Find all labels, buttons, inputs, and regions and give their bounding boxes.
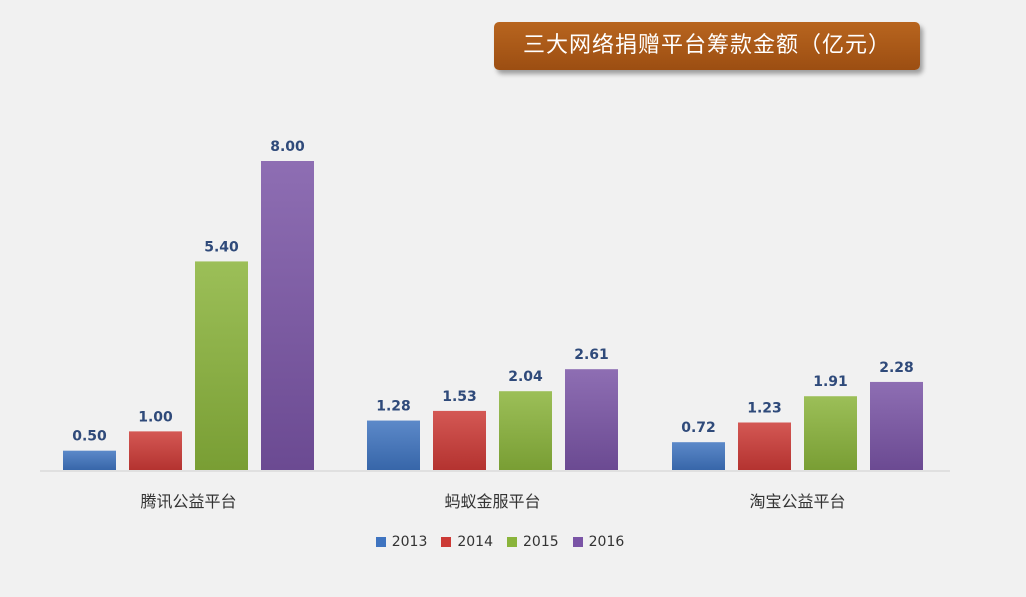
- bar-2013-1: [367, 420, 420, 470]
- legend-swatch-2014: [441, 537, 452, 547]
- legend-label-2013: 2013: [391, 534, 428, 550]
- value-label-2015-2: 1.91: [813, 374, 848, 390]
- value-label-2013-2: 0.72: [681, 420, 716, 436]
- bar-2015-1: [499, 391, 552, 470]
- bar-2016-0: [261, 161, 314, 470]
- bar-2014-1: [433, 410, 486, 470]
- legend-label-2016: 2016: [588, 534, 625, 550]
- legend-item-2016: 2016: [572, 534, 625, 550]
- bar-2015-0: [195, 261, 248, 470]
- bar-2016-2: [870, 381, 923, 470]
- value-label-2014-1: 1.53: [442, 389, 477, 405]
- legend-swatch-2013: [375, 537, 386, 547]
- value-label-2016-0: 8.00: [270, 139, 305, 155]
- category-label-0: 腾讯公益平台: [140, 492, 236, 511]
- legend-item-2013: 2013: [375, 534, 428, 550]
- legend-swatch-2015: [507, 537, 517, 547]
- legend-label-2014: 2014: [457, 534, 493, 550]
- legend-item-2014: 2014: [441, 534, 493, 550]
- value-label-2015-1: 2.04: [508, 369, 543, 385]
- value-label-2013-0: 0.50: [72, 429, 107, 445]
- bar-2014-0: [129, 431, 182, 470]
- value-label-2014-2: 1.23: [747, 400, 782, 416]
- value-label-2015-0: 5.40: [204, 239, 239, 255]
- chart-title: 三大网络捐赠平台筹款金额（亿元）: [494, 22, 920, 70]
- value-label-2016-1: 2.61: [574, 347, 609, 363]
- category-labels-layer: 腾讯公益平台 蚂蚁金服平台 淘宝公益平台: [140, 492, 845, 511]
- bar-2013-2: [672, 442, 725, 470]
- legend-label-2015: 2015: [523, 534, 559, 550]
- bar-2016-1: [565, 369, 618, 470]
- bars-layer: [63, 161, 923, 470]
- value-label-2013-1: 1.28: [376, 399, 411, 415]
- legend-swatch-2016: [572, 537, 583, 547]
- legend-item-2015: 2015: [507, 534, 559, 550]
- category-label-1: 蚂蚁金服平台: [444, 492, 540, 511]
- bar-2014-2: [738, 422, 791, 470]
- bar-2013-0: [63, 450, 116, 470]
- legend: 2013 2014 2015 2016: [0, 534, 1000, 550]
- category-label-2: 淘宝公益平台: [749, 492, 845, 511]
- value-label-2014-0: 1.00: [138, 409, 173, 425]
- value-labels-layer: 0.50 1.00 5.40 8.00 1.28 1.53 2.04 2.61 0.72 1.23…: [72, 139, 914, 445]
- value-label-2016-2: 2.28: [879, 360, 914, 376]
- bar-2015-2: [804, 396, 857, 470]
